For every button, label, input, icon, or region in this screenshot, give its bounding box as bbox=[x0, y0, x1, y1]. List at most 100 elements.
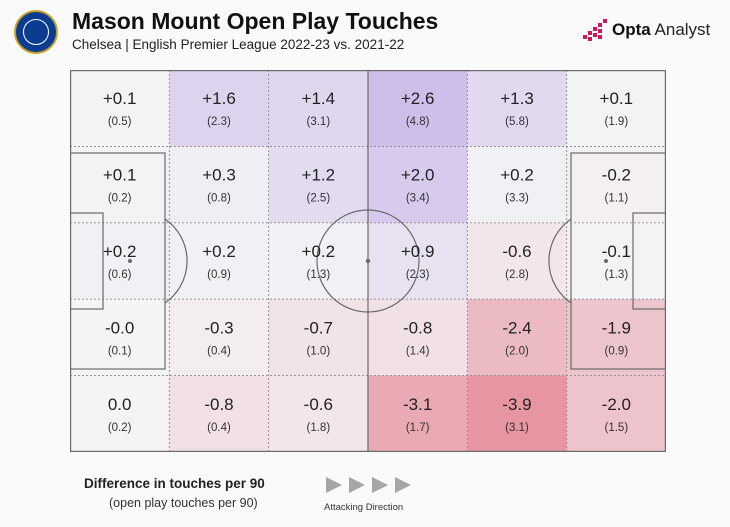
touches-label: (1.9) bbox=[605, 116, 629, 128]
heatmap-cell bbox=[566, 146, 666, 223]
heatmap-cell bbox=[368, 375, 468, 452]
heatmap-cell bbox=[169, 299, 269, 376]
difference-label: +0.9 bbox=[401, 242, 435, 261]
heatmap-cell bbox=[467, 70, 567, 147]
heatmap-cell bbox=[169, 375, 269, 452]
touches-label: (1.3) bbox=[307, 269, 331, 281]
heatmap-cell bbox=[566, 299, 666, 376]
difference-label: +1.4 bbox=[302, 89, 336, 108]
difference-label: +2.0 bbox=[401, 166, 435, 185]
heatmap-cell bbox=[169, 70, 269, 147]
legend-subtitle: (open play touches per 90) bbox=[109, 496, 258, 510]
touches-label: (1.3) bbox=[605, 269, 629, 281]
difference-label: -0.8 bbox=[403, 318, 432, 337]
heatmap-cell bbox=[268, 222, 368, 300]
heatmap-cell bbox=[467, 375, 567, 452]
right-penalty-box bbox=[570, 152, 666, 370]
play-arrow-icon bbox=[372, 477, 388, 493]
right-penalty-arc bbox=[548, 218, 572, 304]
touches-label: (5.8) bbox=[505, 116, 529, 128]
heatmap-cell bbox=[467, 222, 567, 300]
difference-label: -0.8 bbox=[204, 395, 233, 414]
touches-label: (4.8) bbox=[406, 116, 430, 128]
left-penalty-box bbox=[70, 152, 166, 370]
difference-label: -0.6 bbox=[304, 395, 333, 414]
difference-label: +1.6 bbox=[202, 89, 236, 108]
touches-label: (0.5) bbox=[108, 116, 132, 128]
difference-label: +2.6 bbox=[401, 89, 435, 108]
difference-label: -3.9 bbox=[502, 395, 531, 414]
right-penalty-spot bbox=[603, 259, 608, 264]
difference-label: -1.9 bbox=[602, 318, 631, 337]
difference-label: -3.1 bbox=[403, 395, 432, 414]
touches-label: (2.3) bbox=[207, 116, 231, 128]
difference-label: +0.1 bbox=[103, 89, 137, 108]
attacking-direction-label: Attacking Direction bbox=[324, 502, 404, 513]
touches-label: (1.5) bbox=[605, 422, 629, 434]
difference-label: +0.2 bbox=[202, 242, 236, 261]
heatmap-cell bbox=[70, 375, 170, 452]
touches-label: (0.2) bbox=[108, 422, 132, 434]
centre-spot bbox=[365, 258, 371, 264]
chart-subtitle: Chelsea | English Premier League 2022-23… bbox=[72, 37, 405, 52]
heatmap-cell bbox=[268, 299, 368, 376]
chelsea-badge-icon bbox=[14, 10, 58, 54]
touches-label: (0.9) bbox=[605, 345, 629, 357]
heatmap-cell bbox=[70, 146, 170, 223]
play-arrow-icon bbox=[326, 477, 342, 493]
difference-label: +1.3 bbox=[500, 89, 534, 108]
touches-label: (3.1) bbox=[307, 116, 331, 128]
play-arrow-icon bbox=[395, 477, 411, 493]
heatmap-cell bbox=[70, 222, 170, 300]
difference-label: 0.0 bbox=[108, 395, 132, 414]
touches-label: (2.3) bbox=[406, 269, 430, 281]
difference-label: -0.6 bbox=[502, 242, 531, 261]
brand-name: Opta Analyst bbox=[612, 20, 711, 39]
touches-label: (0.4) bbox=[207, 422, 231, 434]
heatmap-cell bbox=[268, 146, 368, 223]
heatmap-cell bbox=[368, 146, 468, 223]
difference-label: -0.3 bbox=[204, 318, 233, 337]
touches-label: (1.8) bbox=[307, 422, 331, 434]
heatmap-cell bbox=[566, 222, 666, 300]
heatmap-cell bbox=[70, 299, 170, 376]
touches-label: (2.5) bbox=[307, 193, 331, 205]
left-penalty-spot bbox=[127, 259, 132, 264]
touches-label: (0.6) bbox=[108, 269, 132, 281]
pitch-heatmap: +0.1 (0.5) +1.6 (2.3) +1.4 (3.1) +2.6 (4.8) +1.3… bbox=[70, 70, 666, 452]
touches-label: (0.9) bbox=[207, 269, 231, 281]
difference-label: +0.3 bbox=[202, 166, 236, 185]
touches-label: (1.4) bbox=[406, 345, 430, 357]
touches-label: (1.1) bbox=[605, 193, 629, 205]
touches-label: (0.4) bbox=[207, 345, 231, 357]
centre-circle bbox=[316, 209, 420, 313]
touches-label: (0.8) bbox=[207, 193, 231, 205]
heatmap-cell bbox=[169, 146, 269, 223]
heatmap-cell bbox=[368, 70, 468, 147]
left-penalty-arc bbox=[164, 218, 188, 304]
difference-label: -2.4 bbox=[502, 318, 531, 337]
heatmap-cell bbox=[467, 146, 567, 223]
difference-label: +0.1 bbox=[600, 89, 634, 108]
difference-label: +0.2 bbox=[500, 166, 534, 185]
touches-label: (2.0) bbox=[505, 345, 529, 357]
difference-label: -0.2 bbox=[602, 166, 631, 185]
touches-label: (0.2) bbox=[108, 193, 132, 205]
touches-label: (1.0) bbox=[307, 345, 331, 357]
heatmap-cell bbox=[169, 222, 269, 300]
opta-analyst-logo: Opta Analyst bbox=[582, 18, 722, 48]
heatmap-cell bbox=[368, 222, 468, 300]
difference-label: +0.1 bbox=[103, 166, 137, 185]
difference-label: -0.7 bbox=[304, 318, 333, 337]
difference-label: -2.0 bbox=[602, 395, 631, 414]
heatmap-cell bbox=[566, 375, 666, 452]
left-six-yard-box bbox=[70, 212, 104, 310]
legend-title: Difference in touches per 90 bbox=[84, 476, 265, 491]
heatmap-cell bbox=[70, 70, 170, 147]
heatmap-cell bbox=[268, 70, 368, 147]
play-arrow-icon bbox=[349, 477, 365, 493]
attacking-direction-arrows bbox=[326, 477, 411, 493]
touches-label: (2.8) bbox=[505, 269, 529, 281]
heatmap-cell bbox=[467, 299, 567, 376]
difference-label: +0.2 bbox=[302, 242, 336, 261]
